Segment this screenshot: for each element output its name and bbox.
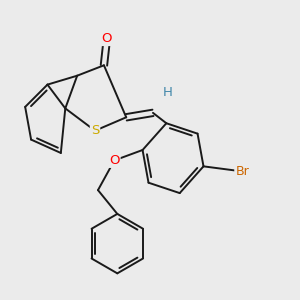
Text: Br: Br (235, 165, 249, 178)
Text: H: H (163, 85, 173, 98)
Text: O: O (109, 154, 120, 167)
Text: O: O (102, 32, 112, 45)
Text: S: S (91, 124, 99, 137)
